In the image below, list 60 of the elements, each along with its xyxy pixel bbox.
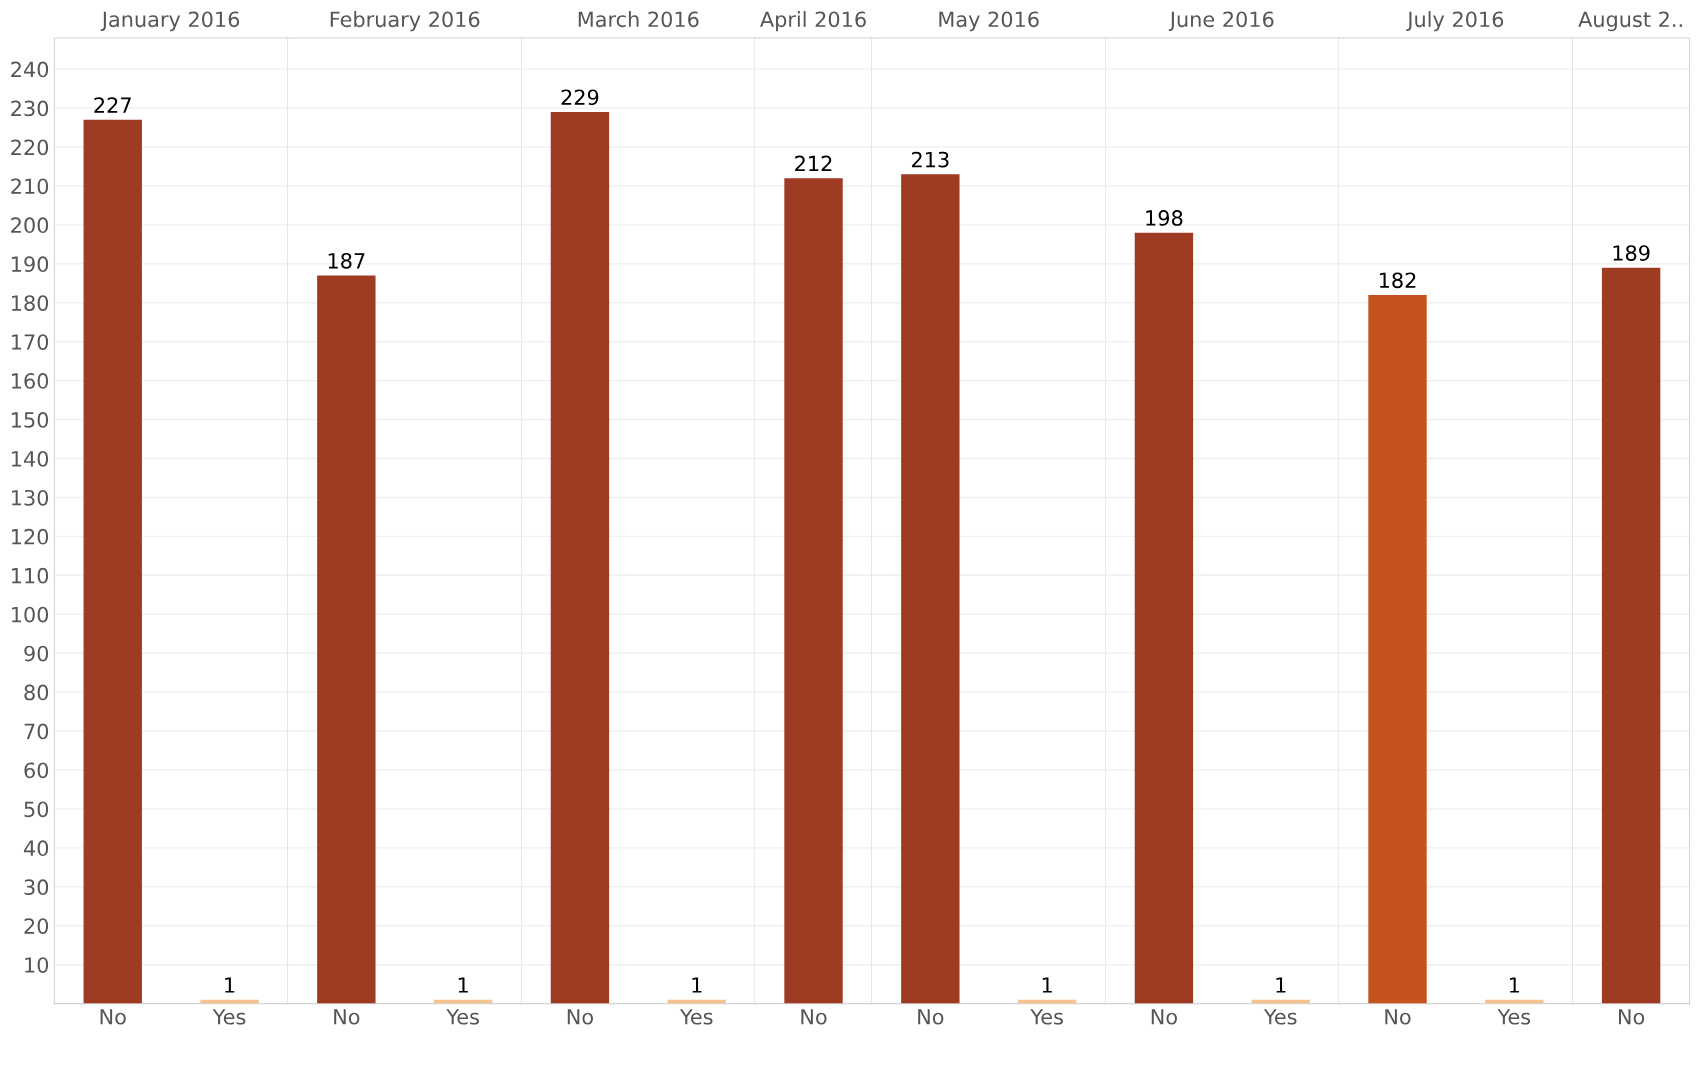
chart-title: June 2016 [1168,11,1274,32]
chart-title: August 2.. [1578,11,1682,32]
y-tick-label: 120 [12,528,49,545]
x-tick-label: Yes [679,1009,713,1025]
y-tick-label: 140 [12,450,49,467]
chart-title: July 2016 [1406,11,1504,32]
y-tick-label: 90 [24,645,49,662]
data-label: 1 [1509,977,1520,993]
y-tick-label: 60 [24,762,49,779]
x-tick-label: Yes [446,1009,479,1025]
x-tick-label: No [1151,1009,1177,1025]
chart-title: April 2016 [760,11,866,32]
data-label: 213 [911,151,949,168]
y-tick-label: 30 [24,879,49,896]
x-tick-label: Yes [1263,1009,1297,1025]
x-tick-label: Yes [1497,1009,1531,1025]
data-label: 1 [458,977,468,993]
y-tick-label: 190 [12,256,49,273]
data-label: 229 [561,89,599,106]
data-label: 212 [795,155,832,172]
data-label: 227 [94,97,131,113]
y-tick-label: 80 [24,684,49,701]
y-tick-label: 70 [24,723,49,740]
data-label: 189 [1613,245,1650,261]
x-tick-label: No [1385,1009,1411,1025]
y-tick-label: 100 [12,606,49,623]
chart-title: January 2016 [100,11,240,32]
data-label: 1 [225,977,235,993]
data-label: 1 [1276,977,1286,993]
y-tick-label: 230 [11,100,49,117]
y-tick-label: 240 [11,61,49,78]
y-tick-label: 40 [23,840,49,857]
y-tick-label: 160 [12,373,49,389]
x-tick-label: No [1618,1009,1645,1025]
x-tick-label: No [100,1009,126,1025]
data-label: 182 [1379,272,1416,289]
data-label: 1 [1042,977,1052,993]
y-tick-label: 210 [11,178,49,195]
y-tick-label: 150 [12,412,49,428]
x-tick-label: No [918,1009,944,1025]
y-tick-label: 130 [12,489,49,506]
y-tick-label: 200 [11,217,49,234]
x-tick-label: Yes [212,1009,246,1025]
y-tick-label: 110 [12,567,49,584]
data-label: 187 [328,252,365,269]
y-tick-label: 170 [12,334,49,350]
x-tick-label: Yes [1030,1009,1063,1025]
x-tick-label: No [801,1009,827,1025]
y-tick-label: 50 [24,801,49,818]
x-tick-label: No [567,1009,593,1025]
chart-title: May 2016 [939,11,1039,32]
y-tick-label: 10 [25,957,49,973]
y-tick-label: 180 [12,295,49,311]
data-label: 198 [1146,210,1183,226]
y-tick-label: 20 [24,918,49,934]
y-tick-label: 220 [11,139,49,156]
x-tick-label: No [334,1009,360,1025]
chart-title: March 2016 [578,11,699,28]
chart-title: February 2016 [330,11,480,32]
data-label: 1 [692,977,702,993]
